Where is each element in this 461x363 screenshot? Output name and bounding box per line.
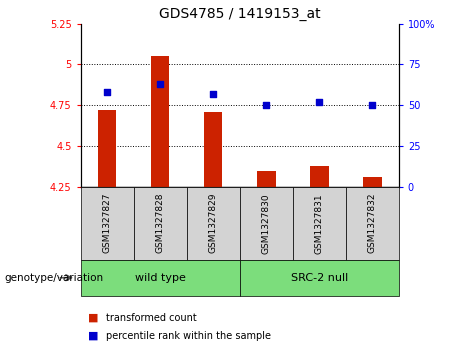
Bar <box>151 56 170 187</box>
Title: GDS4785 / 1419153_at: GDS4785 / 1419153_at <box>159 7 320 21</box>
Point <box>156 81 164 87</box>
Bar <box>204 112 223 187</box>
Text: GSM1327828: GSM1327828 <box>156 193 165 253</box>
Text: percentile rank within the sample: percentile rank within the sample <box>106 331 271 341</box>
Text: GSM1327827: GSM1327827 <box>103 193 112 253</box>
Text: SRC-2 null: SRC-2 null <box>290 273 348 283</box>
Bar <box>98 110 117 187</box>
Text: genotype/variation: genotype/variation <box>5 273 104 283</box>
Point <box>262 102 270 108</box>
Bar <box>310 166 329 187</box>
Bar <box>363 177 382 187</box>
Point <box>103 89 111 95</box>
Text: GSM1327829: GSM1327829 <box>209 193 218 253</box>
Text: GSM1327830: GSM1327830 <box>262 193 271 254</box>
Text: ■: ■ <box>88 331 98 341</box>
Point <box>315 99 323 105</box>
Text: GSM1327831: GSM1327831 <box>315 193 324 254</box>
Bar <box>257 171 276 187</box>
Point <box>209 91 217 97</box>
Text: transformed count: transformed count <box>106 313 197 323</box>
Point <box>368 102 376 108</box>
Text: ■: ■ <box>88 313 98 323</box>
Text: wild type: wild type <box>135 273 186 283</box>
Text: GSM1327832: GSM1327832 <box>368 193 377 253</box>
